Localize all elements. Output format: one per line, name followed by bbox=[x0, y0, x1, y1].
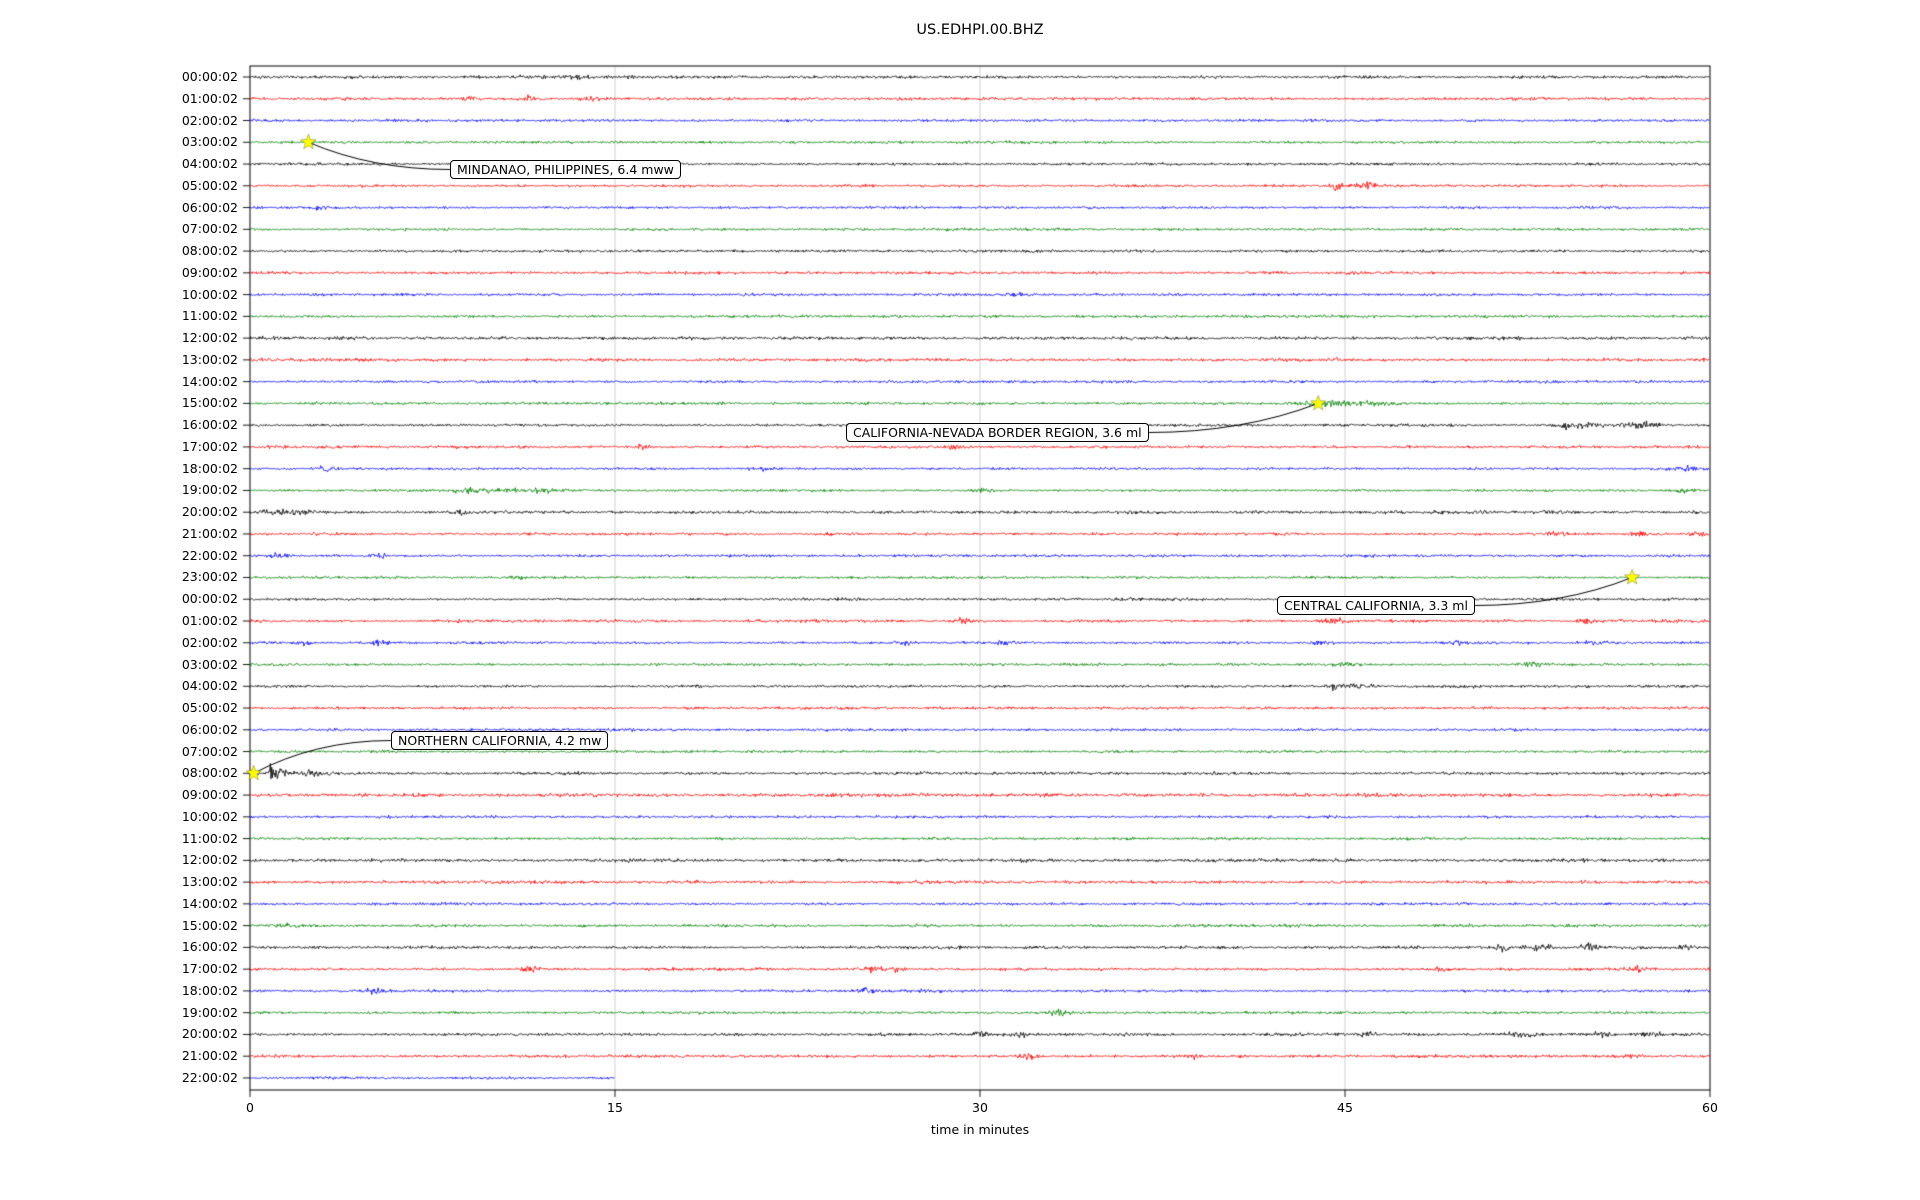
x-axis-label: time in minutes bbox=[930, 1122, 1030, 1137]
chart-title: US.EDHPI.00.BHZ bbox=[916, 22, 1044, 38]
